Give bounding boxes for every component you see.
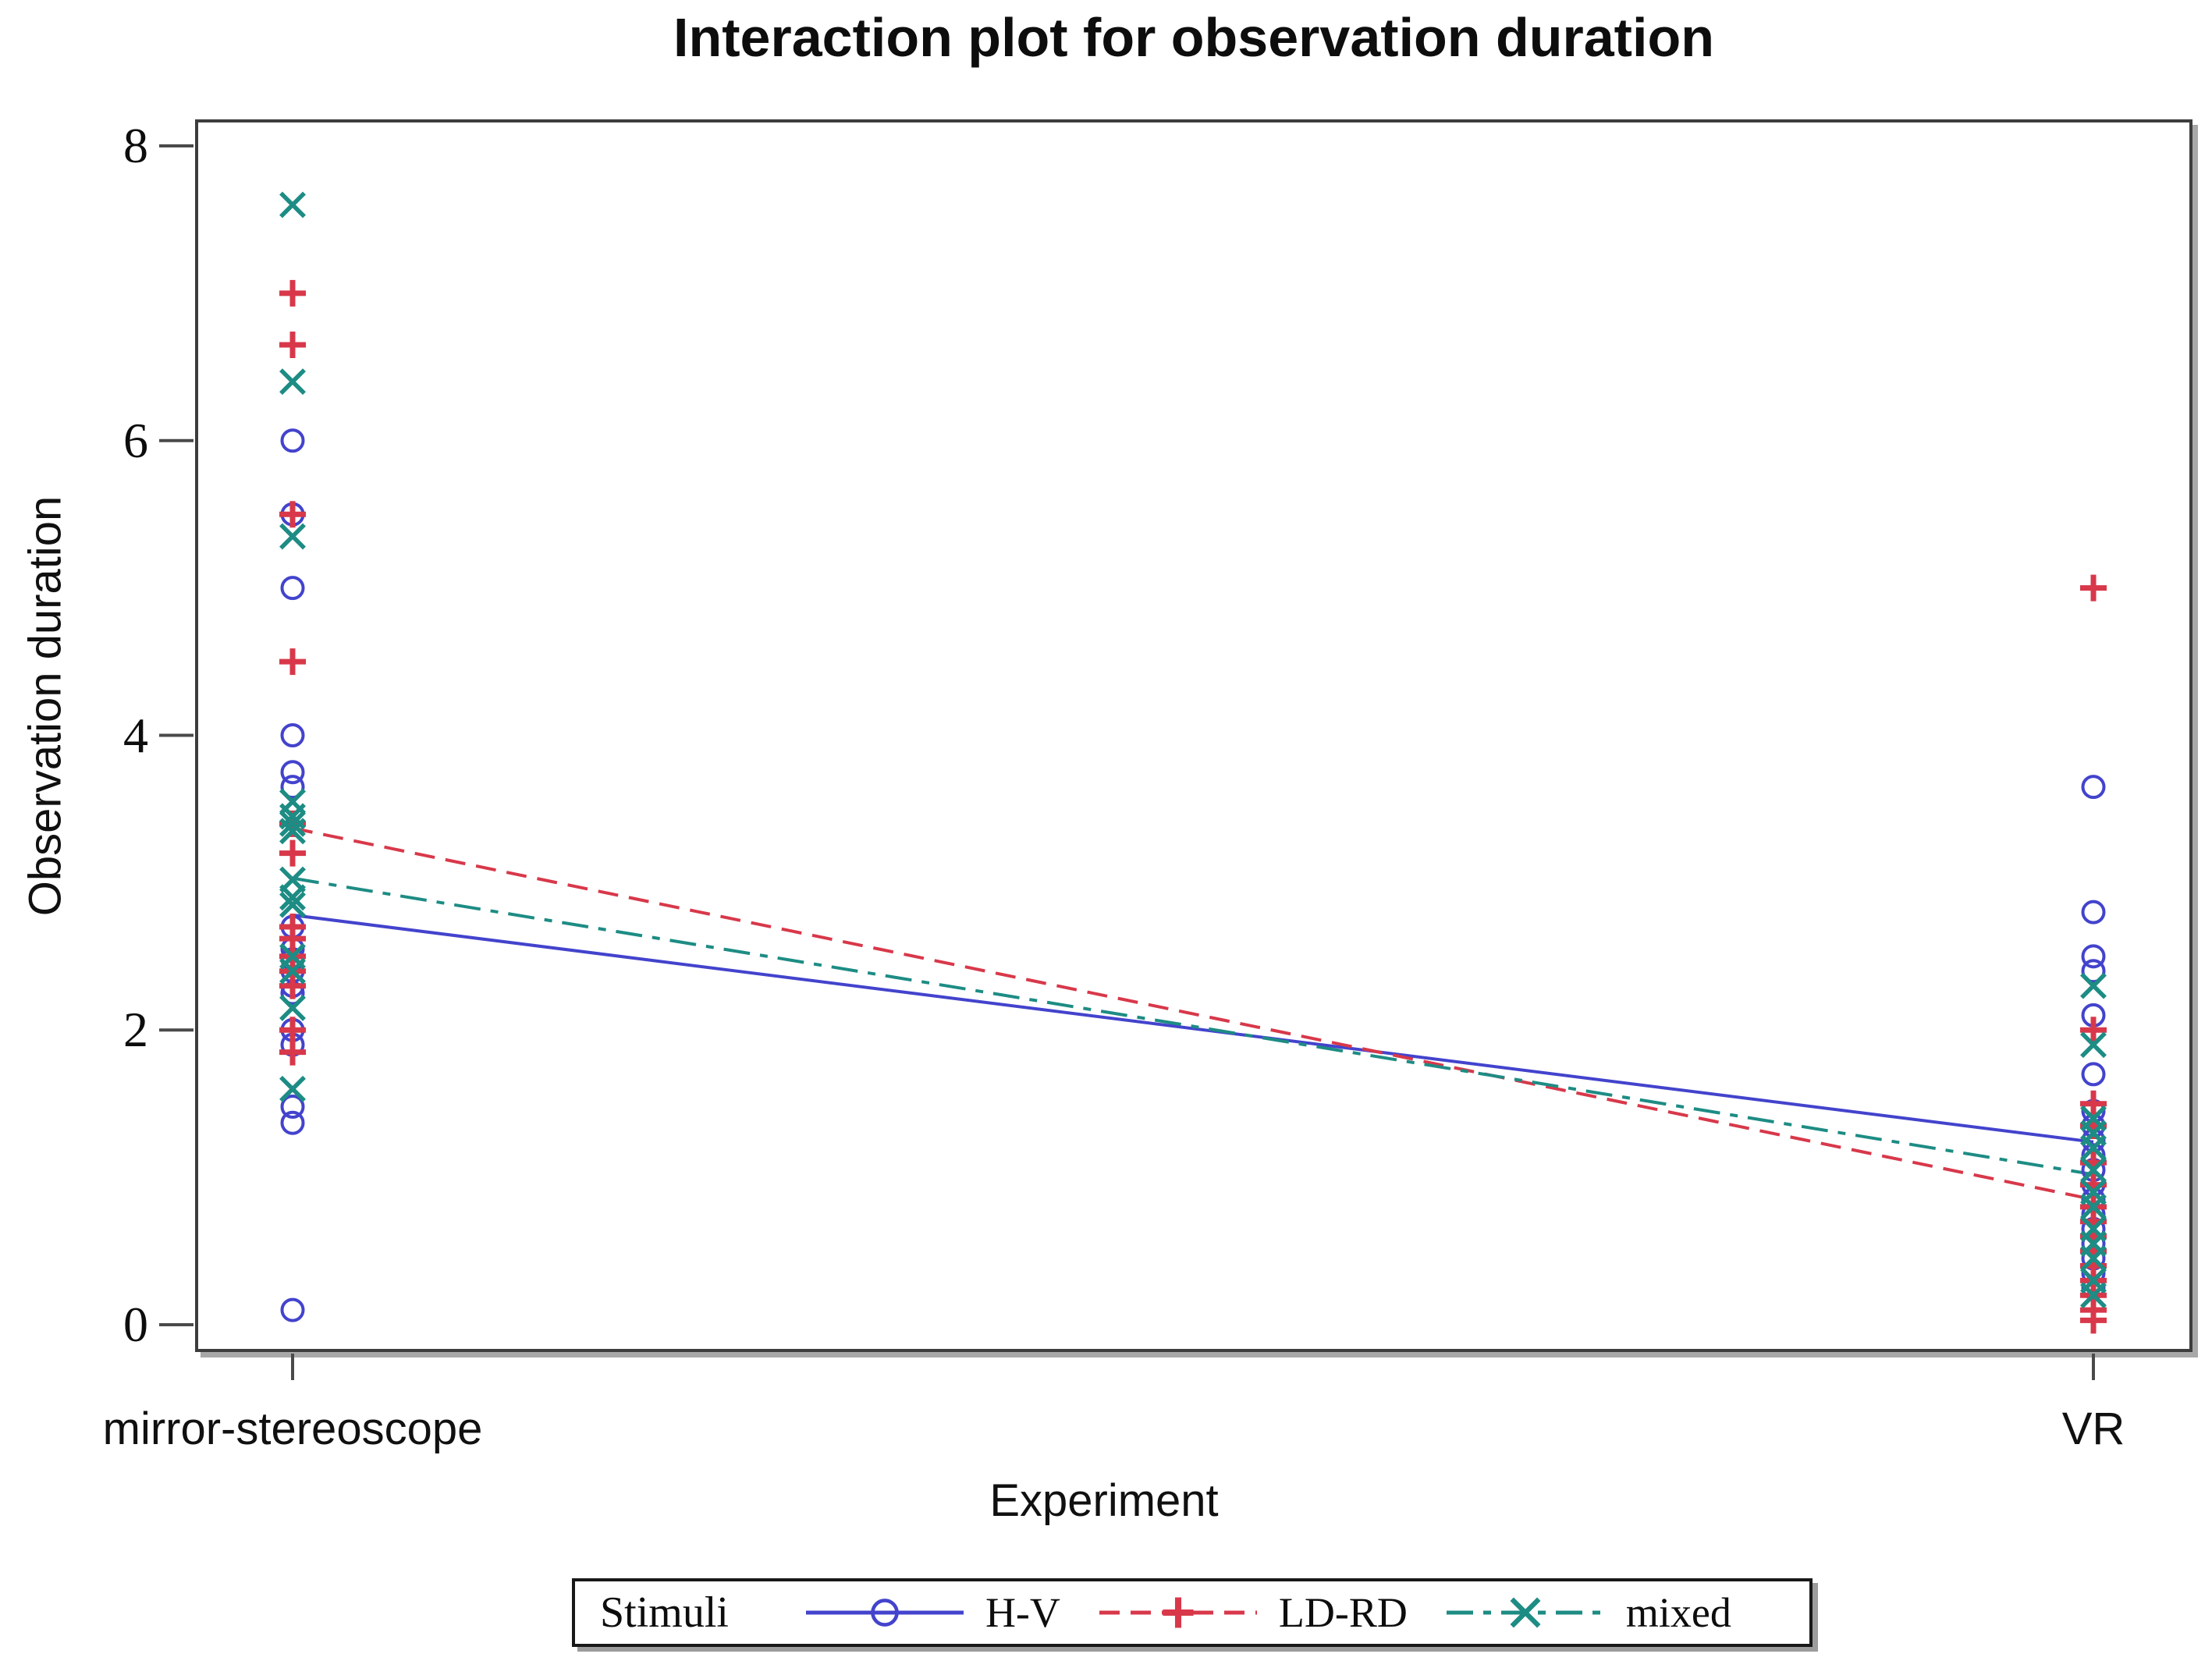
marker-LD-RD: [279, 972, 306, 999]
marker-H-V-legend: [871, 1599, 899, 1627]
marker-LD-RD: [279, 839, 306, 867]
legend-item-mixed: mixed: [1443, 1588, 1731, 1638]
marker-LD-RD: [279, 279, 306, 307]
marker-LD-RD: [2080, 574, 2107, 602]
marker-H-V: [280, 775, 305, 800]
marker-mixed: [279, 884, 306, 911]
marker-mixed-legend: [1510, 1597, 1541, 1628]
marker-mixed: [279, 818, 306, 845]
legend-sample-mixed: [1446, 1597, 1604, 1628]
y-tick-label: 8: [123, 118, 148, 173]
marker-H-V: [280, 760, 305, 785]
marker-LD-RD: [279, 648, 306, 676]
y-axis-title: Observation duration: [20, 495, 71, 917]
mean-line-mixed: [292, 876, 2094, 1176]
marker-H-V: [280, 576, 305, 601]
x-axis-title: Experiment: [989, 1475, 1219, 1526]
marker-mixed: [279, 994, 306, 1021]
marker-H-V: [2081, 1062, 2106, 1087]
marker-H-V: [2081, 944, 2106, 969]
marker-mixed: [2080, 1156, 2107, 1184]
marker-LD-RD: [279, 501, 306, 528]
marker-mixed: [279, 957, 306, 985]
marker-H-V: [2081, 959, 2106, 984]
marker-mixed: [2080, 1031, 2107, 1059]
legend: Stimuli H-V LD-RD mixed: [572, 1578, 1813, 1647]
marker-H-V: [2081, 900, 2106, 924]
marker-LD-RD: [2080, 1307, 2107, 1334]
marker-mixed: [2080, 1282, 2107, 1309]
marker-mixed: [279, 191, 306, 218]
y-tick-label: 4: [123, 707, 148, 763]
legend-item-H-V: H-V: [803, 1588, 1060, 1638]
legend-sample-H-V: [805, 1599, 964, 1627]
marker-H-V: [280, 428, 305, 453]
marker-LD-RD-legend: [1163, 1597, 1194, 1628]
y-tick-label: 6: [123, 412, 148, 468]
marker-H-V: [280, 1297, 305, 1322]
marker-mixed: [279, 891, 306, 918]
marker-LD-RD: [279, 1038, 306, 1066]
marker-H-V: [280, 1094, 305, 1119]
marker-mixed: [2080, 1245, 2107, 1272]
legend-item-label: LD-RD: [1278, 1589, 1408, 1636]
legend-item-LD-RD: LD-RD: [1096, 1588, 1408, 1638]
marker-mixed: [279, 810, 306, 837]
plot-area: [195, 119, 2192, 1352]
marker-mixed: [279, 523, 306, 550]
mean-line-LD-RD: [292, 826, 2094, 1201]
legend-item-label: mixed: [1625, 1589, 1731, 1636]
chart-title: Interaction plot for observation duratio…: [673, 7, 1714, 68]
marker-LD-RD: [2080, 1017, 2107, 1044]
marker-H-V: [280, 723, 305, 747]
y-tick-label: 2: [123, 1002, 148, 1058]
legend-sample-LD-RD: [1099, 1597, 1257, 1628]
marker-mixed: [2080, 972, 2107, 999]
marker-H-V: [2081, 775, 2106, 800]
legend-items: H-V LD-RD mixed: [803, 1588, 1767, 1638]
x-category-label: mirror-stereoscope: [102, 1404, 483, 1454]
y-tick-label: 0: [123, 1297, 148, 1352]
legend-item-label: H-V: [985, 1589, 1060, 1636]
marker-LD-RD: [279, 331, 306, 358]
marker-H-V: [280, 1110, 305, 1135]
marker-mixed: [279, 368, 306, 396]
marker-mixed: [2080, 1193, 2107, 1220]
mean-line-H-V: [292, 913, 2094, 1144]
marker-mixed: [279, 1075, 306, 1102]
marker-mixed: [2080, 1134, 2107, 1162]
legend-title: Stimuli: [600, 1588, 729, 1637]
x-category-label: VR: [2061, 1404, 2125, 1454]
